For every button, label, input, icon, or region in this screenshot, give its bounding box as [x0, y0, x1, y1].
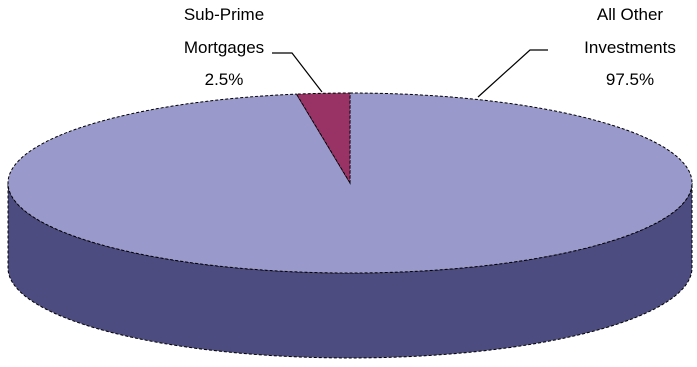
pie-label-name-line: Mortgages [184, 38, 264, 57]
pie-label-sub-prime-mortgages: Sub-Prime Mortgages 2.5% [184, 5, 323, 93]
pie-leader-line [272, 52, 323, 93]
pie-label-name-line: Sub-Prime [184, 5, 264, 24]
pie-label-all-other-investments: All Other Investments 97.5% [477, 5, 676, 98]
pie-labels-layer: All Other Investments 97.5% Sub-Prime Mortga… [184, 5, 676, 98]
pie-slice-sub-prime-mortgages [295, 92, 351, 185]
pie-label-value: 97.5% [606, 70, 654, 89]
pie-label-name-line: All Other [597, 5, 663, 24]
pie-label-name-line: Investments [584, 38, 676, 57]
pie-label-value: 2.5% [205, 70, 244, 89]
pie-leader-line [477, 49, 548, 98]
pie-top-layer [7, 92, 693, 274]
